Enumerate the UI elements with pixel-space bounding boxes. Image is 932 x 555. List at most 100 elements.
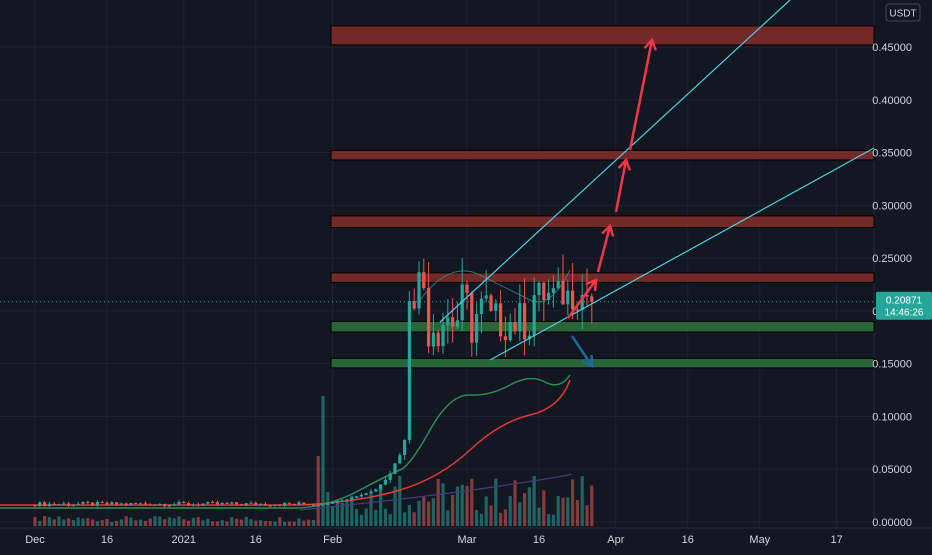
candle <box>105 502 109 505</box>
candle <box>307 504 311 506</box>
candle <box>278 504 282 506</box>
candle <box>225 502 229 504</box>
time-tick-label: 16 <box>682 534 694 546</box>
candle <box>43 502 47 506</box>
candle <box>215 502 219 505</box>
candle <box>230 502 234 504</box>
volume-bars <box>33 396 594 526</box>
candle <box>268 505 272 507</box>
volume-bar <box>489 505 493 526</box>
volume-bar <box>292 521 296 526</box>
candle <box>547 292 551 301</box>
candle <box>350 497 354 500</box>
volume-bar <box>67 518 71 526</box>
volume-bar <box>590 485 594 526</box>
volume-bar <box>571 479 575 526</box>
candle <box>470 292 474 343</box>
candle <box>316 504 320 506</box>
price-tick-label: 0.45000 <box>872 42 912 54</box>
candle <box>254 502 258 505</box>
candle <box>148 504 152 506</box>
drawings <box>439 0 875 368</box>
candle <box>513 321 517 332</box>
candle <box>81 502 85 504</box>
candle <box>158 504 162 506</box>
volume-bar <box>273 521 277 526</box>
candle <box>119 503 123 505</box>
arrow-up-3 <box>614 159 628 213</box>
volume-bar <box>143 520 147 526</box>
volume-bar <box>86 518 90 526</box>
volume-bar <box>177 516 181 526</box>
volume-bar <box>431 498 435 526</box>
candle <box>417 272 421 309</box>
candle <box>196 504 200 506</box>
volume-bar <box>211 521 215 526</box>
candle <box>311 504 315 506</box>
volume-bar <box>335 500 339 526</box>
candle <box>484 295 488 299</box>
candle <box>287 502 291 504</box>
volume-bar <box>297 518 301 526</box>
volume-bar <box>100 520 104 526</box>
candle <box>340 500 344 502</box>
candle <box>532 295 536 336</box>
volume-bar <box>225 521 229 526</box>
candle <box>345 499 349 501</box>
time-tick-label: 16 <box>533 534 545 546</box>
ma-line-green <box>0 374 571 509</box>
time-axis[interactable]: Dec 16 2021 16 Feb Mar 16 Apr 16 May 17 <box>25 534 843 546</box>
arrow-up-4 <box>628 39 654 151</box>
candle <box>172 504 176 506</box>
candle <box>412 301 416 309</box>
volume-bar <box>201 520 205 526</box>
volume-bar <box>215 521 219 526</box>
volume-bar <box>321 396 325 526</box>
candle <box>86 502 90 504</box>
candle <box>575 309 579 311</box>
candle <box>455 320 459 327</box>
time-tick-label: 2021 <box>172 534 196 546</box>
volume-bar <box>81 518 85 526</box>
arrow-up-4-head <box>643 37 657 51</box>
arrow-up-3-head <box>617 157 632 171</box>
volume-bar <box>134 520 138 526</box>
volume-bar <box>110 521 114 526</box>
candle <box>503 336 507 341</box>
volume-bar <box>403 512 407 526</box>
volume-bar <box>316 456 320 526</box>
price-axis[interactable]: 0.450000.400000.350000.300000.250000.200… <box>872 42 912 529</box>
candle <box>441 325 445 347</box>
candle <box>71 504 75 506</box>
volume-bar <box>575 499 579 526</box>
volume-bar <box>38 520 42 526</box>
candle <box>388 473 392 480</box>
currency-badge[interactable]: USDT <box>885 3 921 22</box>
volume-bar <box>518 502 522 526</box>
volume-bar <box>412 512 416 526</box>
volume-bar <box>355 509 359 526</box>
price-tick-label: 0.40000 <box>872 95 912 107</box>
price-tick-label: 0.30000 <box>872 200 912 212</box>
candle <box>95 501 99 506</box>
candle <box>153 504 157 506</box>
volume-bar <box>119 519 123 526</box>
volume-bar <box>585 505 589 526</box>
volume-bar <box>115 521 119 526</box>
volume-bar <box>359 514 363 526</box>
volume-bar <box>527 487 531 526</box>
volume-bar <box>523 493 527 526</box>
arrow-down <box>570 335 594 367</box>
candle <box>191 504 195 506</box>
candle <box>259 503 263 505</box>
volume-bar <box>167 517 171 526</box>
arrow-up-1-head <box>585 278 598 292</box>
volume-bar <box>105 519 109 526</box>
candle <box>143 503 147 505</box>
arrow-up-1 <box>566 279 598 319</box>
candle <box>566 290 570 305</box>
candle <box>249 502 253 504</box>
